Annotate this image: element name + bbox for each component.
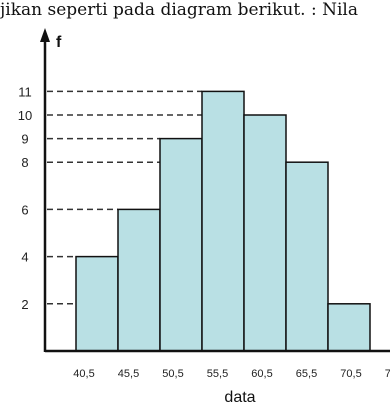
- bars: [75, 90, 371, 352]
- histogram-bar: [285, 161, 329, 352]
- y-tick-label: 8: [21, 155, 28, 170]
- reference-lines: [47, 90, 202, 305]
- histogram-bar: [201, 90, 245, 352]
- y-tick-label: 4: [21, 250, 28, 265]
- x-tick-label: 50,5: [162, 368, 183, 380]
- y-tick-label: 10: [18, 108, 32, 123]
- histogram-bar: [327, 303, 371, 352]
- x-tick-label: 65,5: [296, 368, 317, 380]
- x-tick-label: 60,5: [251, 368, 272, 380]
- caption-text: jikan seperti pada diagram berikut. : Ni…: [0, 0, 358, 20]
- x-tick-label: 70,5: [340, 368, 361, 380]
- x-tick-label: 75,5: [385, 368, 390, 380]
- y-tick-label: 9: [21, 132, 28, 147]
- x-tick-label: 40,5: [73, 368, 94, 380]
- y-axis-arrow: [40, 28, 50, 42]
- y-tick-label: 11: [18, 84, 32, 99]
- x-tick-labels: 40,5 45,5 50,5 55,5 60,5 65,5 70,5 75,5: [73, 368, 390, 380]
- histogram-bar: [117, 208, 161, 352]
- x-tick-label: 55,5: [207, 368, 228, 380]
- x-axis-label: data: [224, 389, 255, 406]
- y-tick-label: 2: [21, 297, 28, 312]
- histogram-bar: [75, 255, 119, 352]
- y-tick-labels: 11 10 9 8 6 4 2: [18, 84, 32, 311]
- histogram-bar: [243, 114, 287, 352]
- x-tick-label: 45,5: [118, 368, 139, 380]
- y-axis-label: f: [56, 34, 62, 51]
- y-tick-label: 6: [21, 202, 28, 217]
- histogram-bar: [159, 137, 203, 352]
